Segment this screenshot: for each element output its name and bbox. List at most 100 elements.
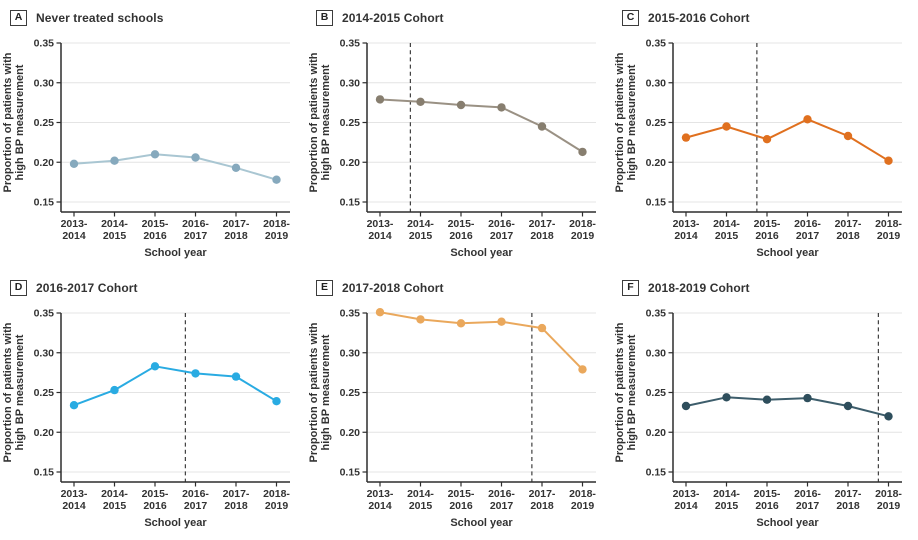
panel-letter-badge: C (622, 9, 639, 26)
y-tick-label: 0.25 (34, 117, 55, 129)
x-tick-label: 2016-2017 (794, 488, 821, 512)
y-tick-label: 0.15 (340, 467, 361, 479)
data-point (191, 153, 200, 162)
data-point (231, 163, 241, 172)
y-tick-label: 0.30 (646, 77, 667, 89)
data-point (803, 393, 812, 403)
data-point (375, 95, 385, 104)
data-point (69, 401, 79, 410)
x-axis-label: School year (450, 247, 513, 259)
x-tick-label: 2016-2017 (182, 218, 209, 242)
y-tick-label: 0.35 (340, 38, 361, 50)
y-tick-label: 0.25 (34, 387, 55, 399)
y-axis-label: high BP measurement (14, 64, 26, 180)
panel-title: 2017-2018 Cohort (342, 280, 444, 295)
y-tick-label: 0.35 (34, 38, 55, 50)
data-point (722, 122, 731, 131)
y-tick-label: 0.30 (340, 77, 361, 89)
data-point (110, 385, 119, 395)
data-point (762, 395, 772, 404)
data-point (110, 156, 119, 165)
panel-title: 2014-2015 Cohort (342, 10, 444, 25)
panel-letter-badge: E (316, 279, 333, 296)
x-tick-label: 2018-2019 (569, 218, 596, 242)
panel-e: E 2017-2018 Cohort 0.15 0.20 0.25 0.30 0.35 2… (306, 270, 612, 540)
y-tick-label: 0.25 (340, 387, 361, 399)
panel-letter-badge: D (10, 279, 27, 296)
y-axis-label: Proportion of patients with (308, 322, 320, 462)
x-tick-label: 2017-2018 (835, 488, 862, 512)
x-tick-label: 2015-2016 (448, 488, 475, 512)
panel-c: C 2015-2016 Cohort 0.15 0.20 0.25 0.30 0.35 2… (612, 0, 918, 270)
data-point (803, 115, 812, 124)
y-tick-label: 0.25 (646, 387, 667, 399)
x-tick-label: 2013-2014 (367, 488, 394, 512)
trend-line (73, 153, 278, 181)
panel-d: D 2016-2017 Cohort 0.15 0.20 0.25 0.30 0.35 2… (0, 270, 306, 540)
x-tick-label: 2014-2015 (407, 218, 434, 242)
x-tick-label: 2014-2015 (101, 488, 128, 512)
y-tick-label: 0.20 (340, 157, 361, 169)
data-point (681, 401, 691, 411)
y-tick-label: 0.15 (34, 197, 55, 209)
data-point (497, 103, 506, 112)
y-tick-label: 0.25 (340, 117, 361, 129)
trend-line (73, 365, 278, 407)
x-tick-label: 2014-2015 (407, 488, 434, 512)
data-point (681, 133, 691, 142)
y-tick-label: 0.15 (646, 197, 667, 209)
line-chart-canvas-e: 0.15 0.20 0.25 0.30 0.35 2013-2014 2014-2015 20… (308, 308, 596, 530)
data-point (578, 147, 587, 157)
line-chart-canvas-f: 0.15 0.20 0.25 0.30 0.35 2013-2014 2014-2015 20… (614, 308, 902, 530)
x-tick-label: 2017-2018 (835, 218, 862, 242)
data-point (272, 397, 281, 406)
y-tick-label: 0.15 (34, 467, 55, 479)
x-tick-label: 2018-2019 (569, 488, 596, 512)
panel-letter-badge: A (10, 9, 27, 26)
line-chart-canvas-c: 0.15 0.20 0.25 0.30 0.35 2013-2014 2014-2015 20… (614, 38, 902, 260)
x-tick-label: 2015-2016 (142, 488, 169, 512)
x-tick-label: 2018-2019 (875, 218, 902, 242)
x-tick-label: 2014-2015 (101, 218, 128, 242)
line-chart-canvas-a: 0.15 0.20 0.25 0.30 0.35 2013-2014 2014-2015 20… (2, 38, 290, 260)
x-tick-label: 2016-2017 (182, 488, 209, 512)
x-tick-label: 2018-2019 (263, 488, 290, 512)
y-tick-label: 0.15 (340, 197, 361, 209)
data-point (497, 317, 506, 326)
y-axis-label: Proportion of patients with (614, 322, 626, 462)
data-point (843, 401, 853, 411)
y-tick-label: 0.20 (340, 427, 361, 439)
data-point (272, 175, 281, 184)
data-point (150, 362, 160, 371)
x-tick-label: 2015-2016 (754, 488, 781, 512)
trend-line (379, 98, 584, 153)
y-tick-label: 0.20 (34, 427, 55, 439)
line-chart-canvas-d: 0.15 0.20 0.25 0.30 0.35 2013-2014 2014-2015 20… (2, 308, 290, 530)
x-axis-label: School year (756, 247, 819, 259)
panel-title: 2015-2016 Cohort (648, 10, 750, 25)
panel-header: F 2018-2019 Cohort (612, 270, 918, 298)
x-tick-label: 2013-2014 (61, 488, 88, 512)
data-point (416, 97, 425, 107)
panel-header: E 2017-2018 Cohort (306, 270, 612, 298)
panel-header: A Never treated schools (0, 0, 306, 28)
panel-a: A Never treated schools 0.15 0.20 0.25 0.30… (0, 0, 306, 270)
y-axis-label: high BP measurement (626, 64, 638, 180)
x-tick-label: 2014-2015 (713, 218, 740, 242)
x-tick-label: 2014-2015 (713, 488, 740, 512)
y-tick-label: 0.30 (34, 347, 55, 359)
y-tick-label: 0.20 (34, 157, 55, 169)
data-point (150, 150, 160, 159)
panel-title: 2018-2019 Cohort (648, 280, 750, 295)
data-point (191, 369, 200, 378)
x-axis-label: School year (144, 517, 207, 529)
y-tick-label: 0.35 (646, 308, 667, 320)
panel-letter-badge: B (316, 9, 333, 26)
y-axis-label: high BP measurement (320, 334, 332, 450)
y-axis-label: Proportion of patients with (2, 322, 14, 462)
y-tick-label: 0.25 (646, 117, 667, 129)
x-tick-label: 2013-2014 (367, 218, 394, 242)
data-point (456, 319, 466, 328)
y-axis-label: high BP measurement (14, 334, 26, 450)
